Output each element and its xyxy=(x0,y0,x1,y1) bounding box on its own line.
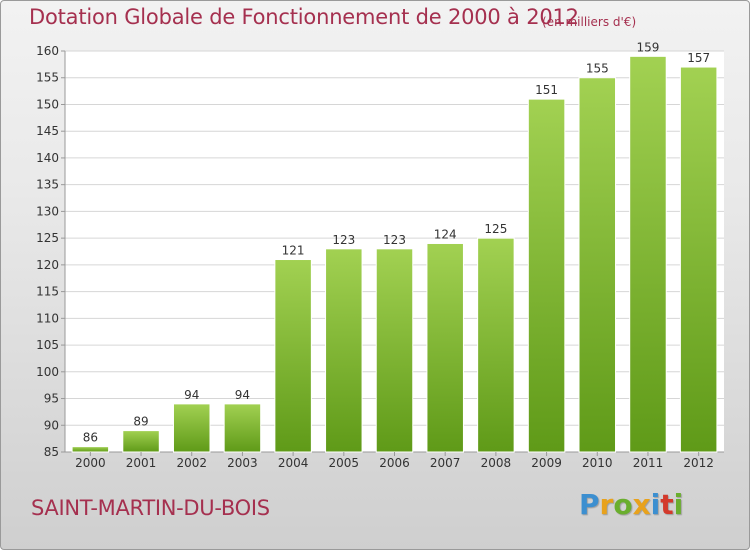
x-tick-label: 2007 xyxy=(430,456,461,470)
x-tick-label: 2002 xyxy=(176,456,207,470)
data-label: 89 xyxy=(133,415,148,429)
y-tick-label: 100 xyxy=(36,365,59,379)
data-label: 125 xyxy=(484,222,507,236)
logo-letter: i xyxy=(650,488,661,521)
logo-letter: t xyxy=(660,488,674,521)
y-tick-label: 135 xyxy=(36,178,59,192)
x-tick-label: 2006 xyxy=(379,456,410,470)
y-tick-label: 140 xyxy=(36,151,59,165)
y-tick-label: 130 xyxy=(36,204,59,218)
data-label: 123 xyxy=(332,233,355,247)
x-tick-label: 2000 xyxy=(75,456,106,470)
y-tick-label: 85 xyxy=(44,445,59,459)
bar-2009 xyxy=(527,98,566,453)
y-tick-label: 145 xyxy=(36,124,59,138)
y-tick-label: 155 xyxy=(36,71,59,85)
y-tick-label: 115 xyxy=(36,285,59,299)
data-label: 121 xyxy=(282,244,305,258)
data-label: 159 xyxy=(637,40,660,54)
bar-2003 xyxy=(223,403,262,453)
commune-name: SAINT-MARTIN-DU-BOIS xyxy=(31,496,270,520)
bar-2006 xyxy=(375,248,414,453)
data-label: 123 xyxy=(383,233,406,247)
x-tick-label: 2003 xyxy=(227,456,258,470)
x-tick-label: 2004 xyxy=(278,456,309,470)
x-tick-label: 2011 xyxy=(633,456,664,470)
bar-2011 xyxy=(629,55,667,453)
data-label: 94 xyxy=(184,388,199,402)
x-tick-label: 2010 xyxy=(582,456,613,470)
data-label: 86 xyxy=(83,431,98,445)
logo-letter: x xyxy=(632,488,651,521)
x-tick-label: 2009 xyxy=(531,456,562,470)
chart-unit: (en milliers d'€) xyxy=(542,15,637,29)
y-tick-label: 95 xyxy=(44,392,59,406)
bar-2004 xyxy=(274,259,312,453)
logo-letter: P xyxy=(579,488,600,521)
bar-2005 xyxy=(325,248,363,453)
y-tick-label: 160 xyxy=(36,44,59,58)
logo-letter: o xyxy=(613,488,633,521)
bar-2000 xyxy=(71,446,110,453)
bar-2012 xyxy=(679,66,718,453)
data-label: 155 xyxy=(586,62,609,76)
data-label: 94 xyxy=(235,388,250,402)
chart-title: Dotation Globale de Fonctionnement de 20… xyxy=(29,5,579,29)
data-label: 124 xyxy=(434,227,457,241)
x-tick-label: 2001 xyxy=(126,456,157,470)
bar-2007 xyxy=(426,242,464,453)
x-tick-label: 2012 xyxy=(683,456,714,470)
proxiti-logo: Proxiti xyxy=(579,488,683,521)
y-tick-label: 90 xyxy=(44,418,59,432)
bar-2002 xyxy=(172,403,211,453)
x-tick-label: 2005 xyxy=(329,456,360,470)
y-tick-label: 125 xyxy=(36,231,59,245)
y-tick-label: 105 xyxy=(36,338,59,352)
bar-2008 xyxy=(477,237,515,453)
logo-letter: r xyxy=(599,488,614,521)
x-tick-label: 2008 xyxy=(481,456,512,470)
logo-letter: i xyxy=(673,488,684,521)
data-label: 157 xyxy=(687,51,710,65)
data-label: 151 xyxy=(535,83,558,97)
bar-2010 xyxy=(578,77,617,453)
y-tick-label: 110 xyxy=(36,311,59,325)
y-tick-label: 150 xyxy=(36,97,59,111)
bar-2001 xyxy=(122,430,160,453)
y-tick-label: 120 xyxy=(36,258,59,272)
